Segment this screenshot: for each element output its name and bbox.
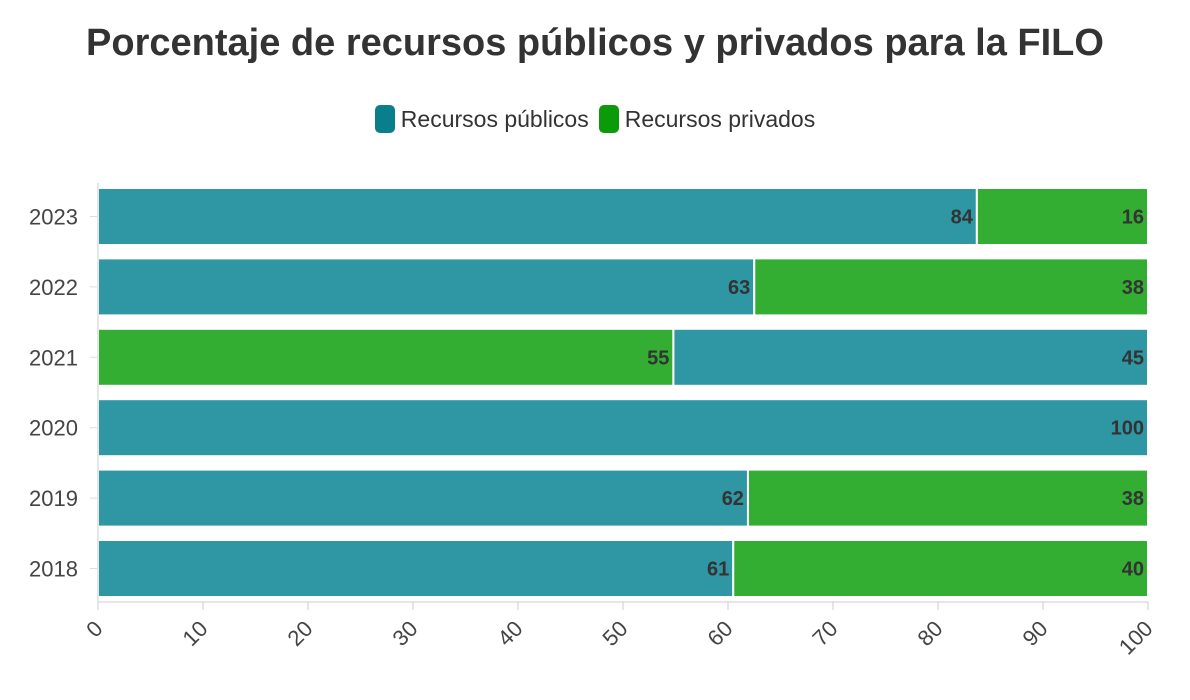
y-tick-label-2023: 2023	[29, 205, 78, 230]
data-label-2023-0: 84	[951, 207, 974, 229]
bar-2021-seg-1[interactable]	[672, 327, 1150, 387]
x-tick-label-70: 70	[808, 616, 843, 651]
legend-label-publicos: Recursos públicos	[400, 105, 589, 132]
y-tick-label-2021: 2021	[29, 345, 78, 370]
bar-2020-seg-0[interactable]	[97, 398, 1149, 458]
data-labels-group: 84 16 63 38 55 45 100 62 38 61 40	[647, 207, 1144, 581]
bar-2023-seg-1[interactable]	[975, 187, 1149, 246]
bar-2022-seg-0[interactable]	[97, 257, 756, 317]
x-tick-label-0: 0	[81, 616, 107, 642]
x-tick-label-10: 10	[178, 616, 213, 651]
y-tick-label-2019: 2019	[29, 486, 78, 511]
bar-2021-seg-0[interactable]	[97, 327, 675, 387]
data-label-2019-1: 38	[1122, 488, 1144, 510]
legend: Recursos públicos Recursos privados	[0, 105, 1190, 133]
legend-item-publicos[interactable]: Recursos públicos	[374, 105, 589, 133]
data-label-2021-0: 55	[647, 347, 669, 369]
x-tick-label-60: 60	[703, 616, 738, 651]
data-label-2022-1: 38	[1122, 277, 1144, 299]
data-label-2020-0: 100	[1111, 418, 1144, 440]
x-tick-label-50: 50	[598, 616, 633, 651]
data-label-2018-0: 61	[707, 559, 729, 581]
y-tick-label-2018: 2018	[29, 557, 78, 582]
bar-2019-seg-1[interactable]	[746, 468, 1149, 528]
chart-title: Porcentaje de recursos públicos y privad…	[86, 22, 1104, 64]
bars-group	[97, 187, 1150, 598]
bar-2018-seg-0[interactable]	[97, 539, 735, 598]
data-label-2018-1: 40	[1122, 559, 1144, 581]
x-tick-label-20: 20	[283, 616, 318, 651]
bar-2022-seg-1[interactable]	[753, 257, 1149, 317]
x-tick-label-30: 30	[388, 616, 423, 651]
y-tick-label-2022: 2022	[29, 275, 78, 300]
x-tick-label-40: 40	[493, 616, 528, 651]
data-label-2023-1: 16	[1122, 207, 1144, 229]
data-label-2021-1: 45	[1122, 347, 1144, 369]
bar-2023-seg-0[interactable]	[97, 187, 978, 246]
bar-2018-seg-1[interactable]	[732, 539, 1149, 598]
bar-2019-seg-0[interactable]	[97, 468, 749, 528]
legend-swatch-privados	[598, 105, 619, 133]
y-tick-label-2020: 2020	[29, 416, 78, 441]
legend-swatch-publicos	[374, 105, 395, 133]
data-label-2019-0: 62	[722, 488, 744, 510]
legend-label-privados: Recursos privados	[624, 105, 816, 132]
x-tick-label-90: 90	[1018, 616, 1053, 651]
x-tick-label-100: 100	[1114, 616, 1158, 660]
x-tick-label-80: 80	[913, 616, 948, 651]
data-label-2022-0: 63	[728, 277, 750, 299]
legend-item-privados[interactable]: Recursos privados	[598, 105, 816, 133]
